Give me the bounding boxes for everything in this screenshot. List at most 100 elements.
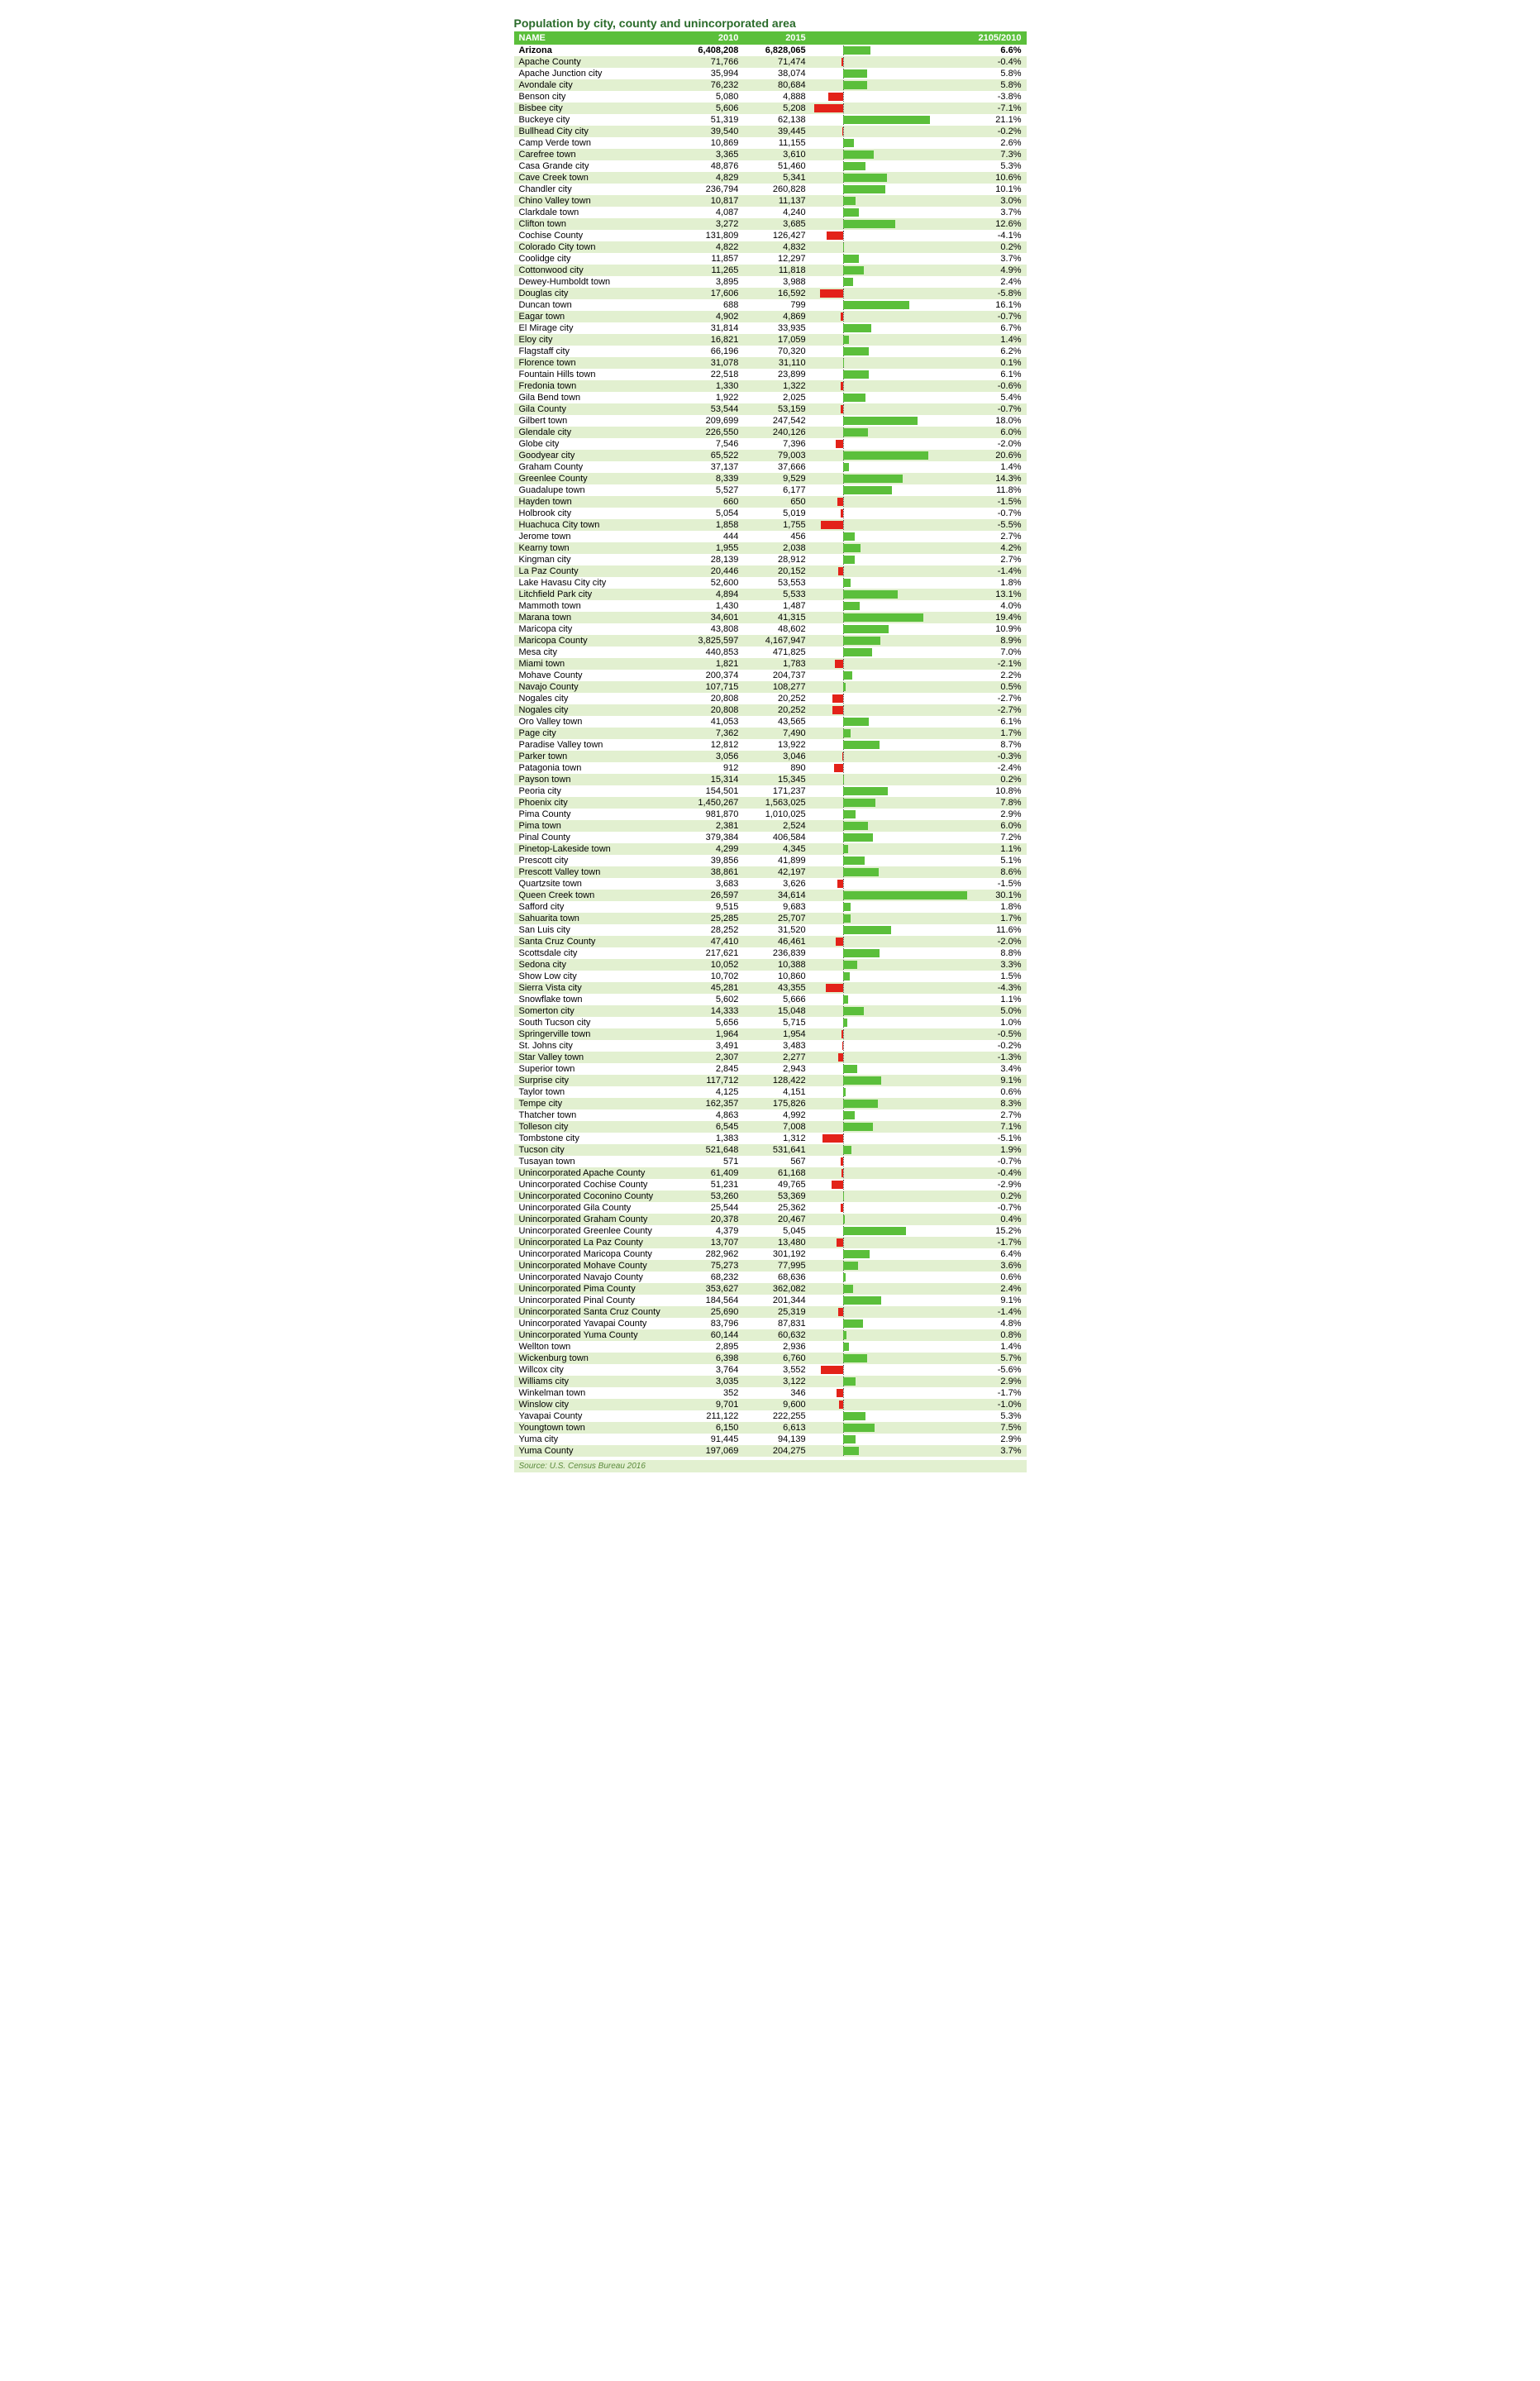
cell-2010: 1,964	[676, 1028, 743, 1040]
cell-pct: 1.4%	[971, 461, 1027, 473]
table-row: Unincorporated Mohave County75,27377,995…	[514, 1260, 1027, 1272]
cell-2015: 5,045	[743, 1225, 810, 1237]
cell-2015: 11,155	[743, 137, 810, 149]
cell-2015: 890	[743, 762, 810, 774]
cell-pct: 4.2%	[971, 542, 1027, 554]
table-row: Unincorporated Coconino County53,26053,3…	[514, 1190, 1027, 1202]
cell-name: Coolidge city	[514, 253, 677, 265]
cell-2015: 43,565	[743, 716, 810, 728]
cell-2015: 3,122	[743, 1376, 810, 1387]
table-row: South Tucson city5,6565,7151.0%	[514, 1017, 1027, 1028]
cell-bar	[811, 288, 971, 299]
cell-2015: 2,524	[743, 820, 810, 832]
cell-pct: 4.8%	[971, 1318, 1027, 1329]
cell-pct: 2.9%	[971, 1376, 1027, 1387]
cell-name: Pinetop-Lakeside town	[514, 843, 677, 855]
cell-name: Lake Havasu City city	[514, 577, 677, 589]
cell-pct: 7.2%	[971, 832, 1027, 843]
cell-name: Arizona	[514, 45, 677, 56]
cell-2010: 379,384	[676, 832, 743, 843]
cell-2010: 16,821	[676, 334, 743, 346]
cell-bar	[811, 1248, 971, 1260]
cell-bar	[811, 126, 971, 137]
table-row: Mohave County200,374204,7372.2%	[514, 670, 1027, 681]
source-note: Source: U.S. Census Bureau 2016	[514, 1460, 1027, 1472]
cell-name: Maricopa County	[514, 635, 677, 647]
cell-2015: 49,765	[743, 1179, 810, 1190]
cell-2015: 240,126	[743, 427, 810, 438]
cell-bar	[811, 253, 971, 265]
cell-bar	[811, 450, 971, 461]
cell-2010: 3,764	[676, 1364, 743, 1376]
cell-pct: 19.4%	[971, 612, 1027, 623]
cell-2015: 20,467	[743, 1214, 810, 1225]
cell-2010: 2,307	[676, 1052, 743, 1063]
cell-2010: 6,398	[676, 1353, 743, 1364]
cell-2015: 4,832	[743, 241, 810, 253]
cell-bar	[811, 843, 971, 855]
table-row: Williams city3,0353,1222.9%	[514, 1376, 1027, 1387]
cell-bar	[811, 1075, 971, 1086]
cell-2015: 236,839	[743, 947, 810, 959]
cell-2015: 6,613	[743, 1422, 810, 1434]
cell-name: Nogales city	[514, 704, 677, 716]
cell-name: Colorado City town	[514, 241, 677, 253]
cell-2015: 61,168	[743, 1167, 810, 1179]
cell-name: Avondale city	[514, 79, 677, 91]
cell-bar	[811, 1133, 971, 1144]
cell-pct: -0.7%	[971, 1156, 1027, 1167]
cell-bar	[811, 68, 971, 79]
cell-pct: -5.6%	[971, 1364, 1027, 1376]
cell-pct: 2.9%	[971, 1434, 1027, 1445]
cell-bar	[811, 577, 971, 589]
cell-2010: 28,252	[676, 924, 743, 936]
cell-name: Surprise city	[514, 1075, 677, 1086]
cell-pct: 6.1%	[971, 716, 1027, 728]
cell-bar	[811, 461, 971, 473]
table-row: Goodyear city65,52279,00320.6%	[514, 450, 1027, 461]
cell-2015: 87,831	[743, 1318, 810, 1329]
table-row: Unincorporated Gila County25,54425,362-0…	[514, 1202, 1027, 1214]
cell-2015: 108,277	[743, 681, 810, 693]
cell-2015: 60,632	[743, 1329, 810, 1341]
cell-name: Gila Bend town	[514, 392, 677, 403]
table-row: Carefree town3,3653,6107.3%	[514, 149, 1027, 160]
cell-name: Sierra Vista city	[514, 982, 677, 994]
cell-2015: 4,345	[743, 843, 810, 855]
cell-2010: 34,601	[676, 612, 743, 623]
cell-pct: -1.3%	[971, 1052, 1027, 1063]
cell-name: Wickenburg town	[514, 1353, 677, 1364]
cell-bar	[811, 739, 971, 751]
cell-pct: 3.7%	[971, 253, 1027, 265]
table-row: Gila Bend town1,9222,0255.4%	[514, 392, 1027, 403]
cell-bar	[811, 1109, 971, 1121]
table-row: San Luis city28,25231,52011.6%	[514, 924, 1027, 936]
cell-pct: 0.6%	[971, 1272, 1027, 1283]
cell-2015: 34,614	[743, 890, 810, 901]
cell-2010: 6,150	[676, 1422, 743, 1434]
table-row: St. Johns city3,4913,483-0.2%	[514, 1040, 1027, 1052]
cell-2015: 3,626	[743, 878, 810, 890]
cell-name: Scottsdale city	[514, 947, 677, 959]
cell-bar	[811, 149, 971, 160]
cell-bar	[811, 427, 971, 438]
cell-pct: 3.3%	[971, 959, 1027, 971]
cell-2015: 406,584	[743, 832, 810, 843]
cell-2015: 1,312	[743, 1133, 810, 1144]
cell-name: Apache County	[514, 56, 677, 68]
cell-2015: 4,869	[743, 311, 810, 322]
cell-2015: 531,641	[743, 1144, 810, 1156]
cell-name: Queen Creek town	[514, 890, 677, 901]
cell-pct: -0.4%	[971, 1167, 1027, 1179]
cell-bar	[811, 1063, 971, 1075]
cell-2015: 222,255	[743, 1410, 810, 1422]
cell-2010: 60,144	[676, 1329, 743, 1341]
cell-2015: 41,899	[743, 855, 810, 866]
cell-2015: 260,828	[743, 184, 810, 195]
table-row: Wellton town2,8952,9361.4%	[514, 1341, 1027, 1353]
cell-pct: -0.4%	[971, 56, 1027, 68]
cell-pct: 6.2%	[971, 346, 1027, 357]
cell-bar	[811, 1260, 971, 1272]
cell-2010: 26,597	[676, 890, 743, 901]
cell-pct: 10.9%	[971, 623, 1027, 635]
